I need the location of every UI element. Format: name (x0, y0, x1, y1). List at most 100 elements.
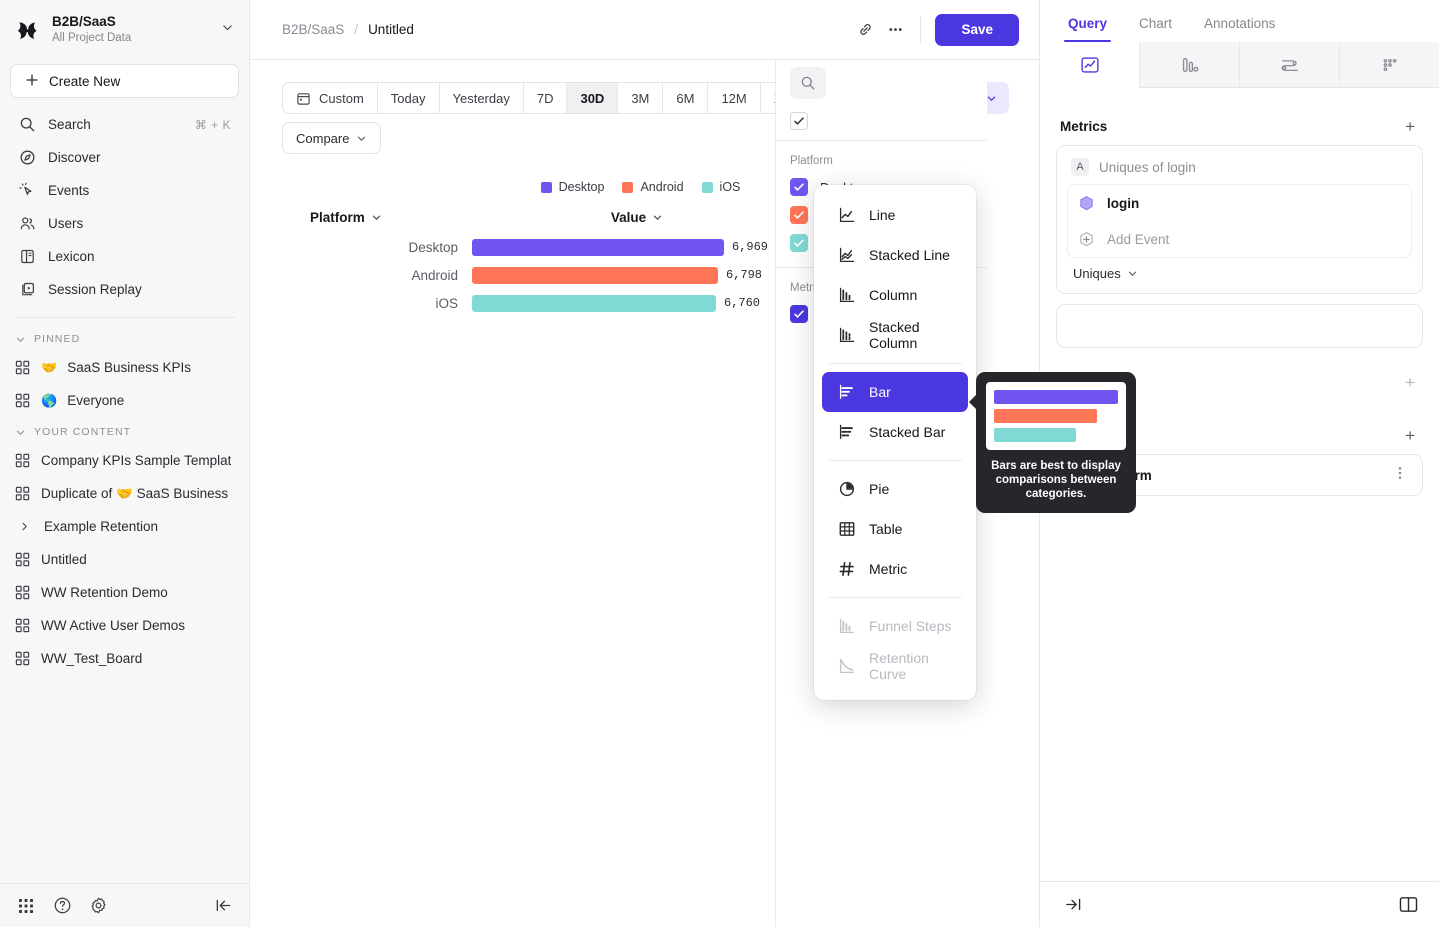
chevron-right-icon[interactable] (18, 521, 30, 532)
right-panel-footer (1040, 881, 1439, 927)
chart-type-option-bar[interactable]: Bar (822, 372, 968, 412)
chart-type-option-stacked-column[interactable]: Stacked Column (822, 315, 968, 355)
chart-type-option-line[interactable]: Line (822, 195, 968, 235)
bar-row[interactable]: iOS 6,760 (282, 289, 802, 317)
checkbox-select-all[interactable] (790, 112, 808, 130)
sidebar-item-duplicate-of-saas-business[interactable]: Duplicate of 🤝 SaaS Business (0, 477, 249, 510)
chart-type-option-label: Column (869, 287, 918, 303)
date-range-custom[interactable]: Custom (283, 83, 378, 113)
checkbox-ios[interactable] (790, 234, 808, 252)
kebab-menu-icon[interactable] (1388, 465, 1412, 486)
chevron-down-icon (371, 212, 382, 223)
chart-type-option-label: Retention Curve (869, 650, 929, 682)
collapse-panel-right-icon[interactable] (1064, 895, 1083, 914)
chart-type-option-metric[interactable]: Metric (822, 549, 968, 589)
chart-type-option-table[interactable]: Table (822, 509, 968, 549)
event-row-login[interactable]: login (1068, 185, 1411, 221)
legend-filter-search-row (776, 60, 987, 106)
search-shortcut: ⌘ + K (194, 117, 231, 132)
panel-layout-icon[interactable] (1398, 894, 1419, 915)
column-header-value[interactable]: Value (472, 210, 802, 225)
sidebar-item-users[interactable]: Users (10, 207, 239, 240)
legend-item-android[interactable]: Android (622, 180, 684, 194)
sidebar-item-search[interactable]: Search ⌘ + K (10, 108, 239, 141)
chevron-down-icon[interactable] (221, 21, 235, 39)
sidebar-section-pinned[interactable]: PINNED (0, 324, 249, 351)
sidebar-item-company-kpis-sample-template[interactable]: Company KPIs Sample Templat (0, 444, 249, 477)
add-event-row[interactable]: Add Event (1068, 221, 1411, 257)
column-header-platform[interactable]: Platform (282, 210, 472, 225)
sidebar-item-saas-business-kpis[interactable]: 🤝 SaaS Business KPIs (0, 351, 249, 384)
tab-funnels[interactable] (1139, 42, 1239, 88)
search-icon[interactable] (790, 67, 826, 99)
tab-annotations[interactable]: Annotations (1204, 16, 1276, 31)
date-range-12m[interactable]: 12M (708, 83, 761, 113)
tab-flows[interactable] (1239, 42, 1339, 88)
legend-item-ios[interactable]: iOS (701, 180, 740, 194)
tab-query[interactable]: Query (1056, 16, 1119, 42)
chart-type-option-pie[interactable]: Pie (822, 469, 968, 509)
chart-type-option-stacked-bar[interactable]: Stacked Bar (822, 412, 968, 452)
date-range-label: Custom (319, 90, 364, 106)
chart-type-tooltip: Bars are best to display comparisons bet… (969, 372, 1136, 513)
date-range-6m[interactable]: 6M (663, 83, 709, 113)
sidebar-item-session-replay[interactable]: Session Replay (10, 273, 239, 306)
bar-row[interactable]: Desktop 6,969 (282, 233, 802, 261)
sidebar-item-ww-active-user-demos[interactable]: WW Active User Demos (0, 609, 249, 642)
sidebar-item-discover[interactable]: Discover (10, 141, 239, 174)
checkbox-uniques-of-login[interactable] (790, 305, 808, 323)
sidebar-item-example-retention[interactable]: Example Retention (0, 510, 249, 543)
gear-icon[interactable] (88, 896, 108, 916)
date-range-7d[interactable]: 7D (524, 83, 568, 113)
panel-tabs: Query Chart Annotations (1040, 0, 1439, 42)
chevron-down-icon (652, 212, 663, 223)
tab-retention[interactable] (1339, 42, 1439, 88)
breadcrumb-project[interactable]: B2B/SaaS (282, 22, 345, 37)
metric-events-card: login Add Event (1067, 184, 1412, 258)
aggregation-row[interactable]: Uniques (1067, 258, 1412, 285)
collapse-sidebar-icon[interactable] (213, 896, 233, 916)
create-new-button[interactable]: Create New (10, 64, 239, 98)
checkbox-desktop[interactable] (790, 178, 808, 196)
legend-filter-select-all[interactable] (776, 106, 987, 140)
chart-type-option-stacked-line[interactable]: Stacked Line (822, 235, 968, 275)
sidebar-item-ww-test-board[interactable]: WW_Test_Board (0, 642, 249, 675)
date-range-yesterday[interactable]: Yesterday (440, 83, 524, 113)
date-range-30d[interactable]: 30D (567, 83, 619, 113)
metrics-section-header: Metrics + (1056, 104, 1423, 145)
breadcrumb-current[interactable]: Untitled (368, 22, 414, 37)
compare-button[interactable]: Compare (282, 122, 382, 154)
add-breakdown-button[interactable]: + (1405, 426, 1415, 445)
secondary-metric-placeholder[interactable] (1056, 304, 1423, 348)
tab-chart[interactable]: Chart (1139, 16, 1173, 31)
sidebar-section-your-content[interactable]: YOUR CONTENT (0, 417, 249, 444)
sidebar-item-everyone[interactable]: 🌎 Everyone (0, 384, 249, 417)
apps-grid-icon[interactable] (16, 896, 36, 916)
date-range-3m[interactable]: 3M (618, 83, 664, 113)
metric-header[interactable]: A Uniques of login (1067, 154, 1412, 184)
legend-filter-divider (776, 140, 987, 141)
bar-row[interactable]: Android 6,798 (282, 261, 802, 289)
ellipsis-icon[interactable] (880, 15, 910, 45)
topbar-divider (920, 16, 922, 43)
bar-row-category: Desktop (408, 239, 458, 255)
date-range-today[interactable]: Today (378, 83, 440, 113)
add-filter-button[interactable]: + (1405, 373, 1415, 392)
save-button[interactable]: Save (935, 13, 1019, 46)
workspace-switcher[interactable]: B2B/SaaS All Project Data (0, 0, 249, 60)
help-circle-icon[interactable] (52, 896, 72, 916)
sidebar-item-ww-retention-demo[interactable]: WW Retention Demo (0, 576, 249, 609)
add-metric-button[interactable]: + (1405, 117, 1415, 136)
bar-row-value: 6,969 (732, 240, 769, 254)
tab-insights[interactable] (1040, 42, 1139, 88)
table-icon (838, 520, 856, 538)
legend-item-desktop[interactable]: Desktop (540, 180, 604, 194)
bar-row-category: Android (411, 267, 458, 283)
sidebar-item-events[interactable]: Events (10, 174, 239, 207)
link-icon[interactable] (850, 15, 880, 45)
sidebar-item-untitled[interactable]: Untitled (0, 543, 249, 576)
hash-icon (838, 560, 856, 578)
sidebar-item-lexicon[interactable]: Lexicon (10, 240, 239, 273)
chart-type-option-column[interactable]: Column (822, 275, 968, 315)
checkbox-android[interactable] (790, 206, 808, 224)
